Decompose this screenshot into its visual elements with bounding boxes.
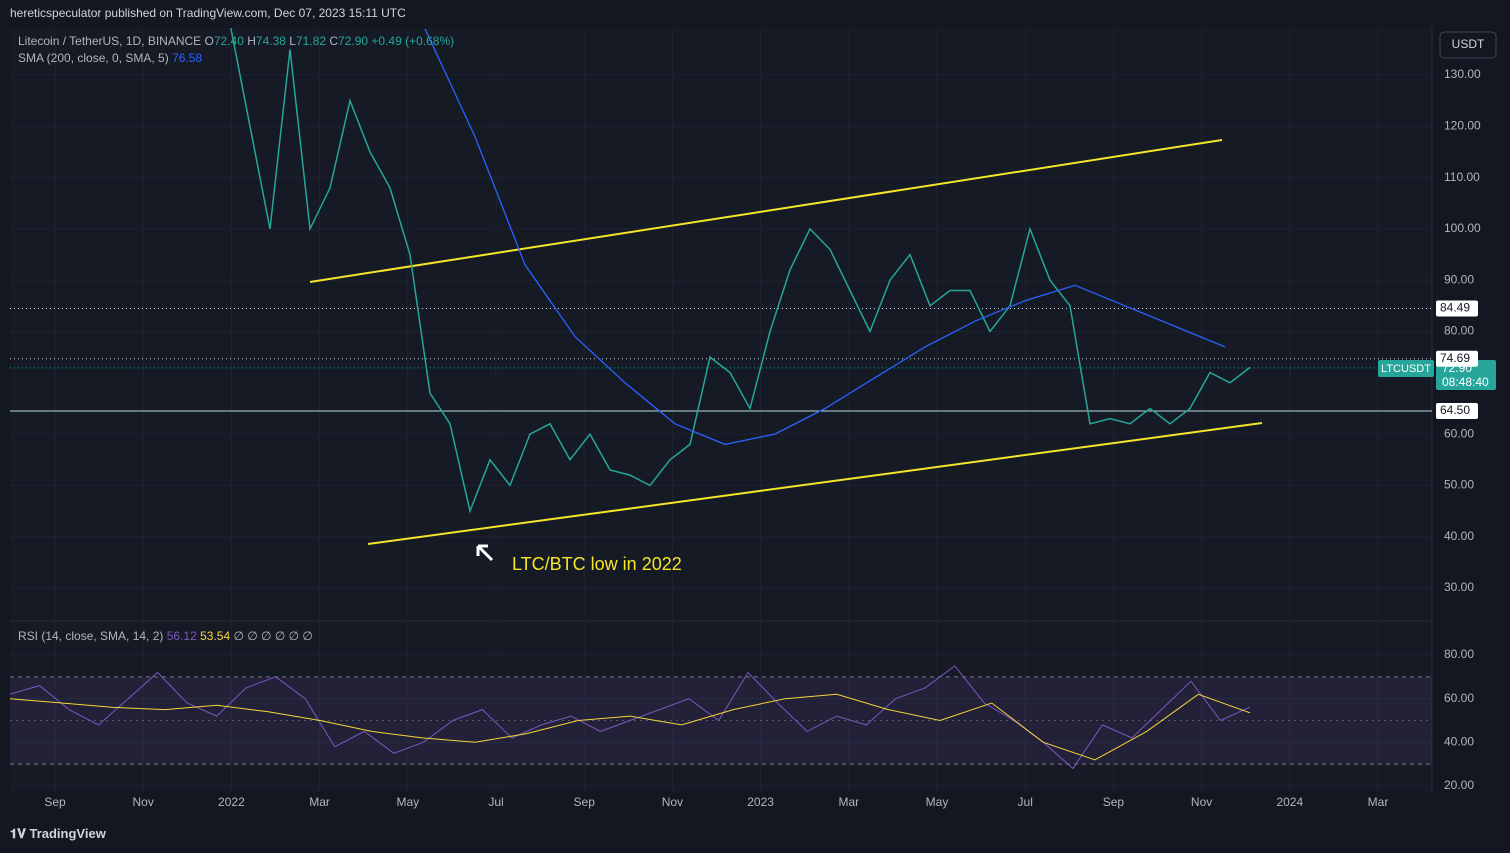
publisher: hereticspeculator published on TradingVi… [10, 6, 406, 20]
grid [10, 28, 1432, 792]
o: 72.40 [214, 34, 244, 48]
x-tick-label: Sep [44, 795, 66, 809]
x-tick-label: Mar [1368, 795, 1389, 809]
y-tick-label: 60.00 [1444, 426, 1474, 440]
x-tick-label: Jul [488, 795, 503, 809]
y-tick-label: 30.00 [1444, 580, 1474, 594]
level-tag-label: 84.49 [1440, 301, 1470, 315]
level-tag [1436, 300, 1478, 317]
sma-value: 76.58 [172, 51, 202, 65]
y-tick-label: 120.00 [1444, 118, 1481, 132]
x-tick-label: Nov [1191, 795, 1212, 809]
rsi-extras: ∅ ∅ ∅ ∅ ∅ ∅ [233, 629, 312, 643]
rsi-ma-line [10, 693, 1251, 761]
overlay: LTC/BTC low in 2022 Litecoin / TetherUS,… [10, 31, 1497, 841]
sma-line [424, 28, 1226, 446]
channel-top [309, 139, 1223, 283]
x-tick-label: 2024 [1276, 795, 1303, 809]
o-label: O [205, 34, 214, 48]
rsi-tick-label: 80.00 [1444, 647, 1474, 661]
x-tick-label: Mar [838, 795, 859, 809]
logo: 𝟏𝐕 [10, 826, 29, 841]
rsi-ma-value: 53.54 [200, 629, 230, 643]
currency-button[interactable] [1439, 31, 1497, 59]
y-tick-label: 80.00 [1444, 324, 1474, 338]
y-tick-label: 110.00 [1444, 170, 1480, 184]
footer-text: TradingView [29, 826, 106, 841]
l: 71.82 [296, 34, 326, 48]
legend-symbol: Litecoin / TetherUS, 1D, BINANCE O72.40 … [18, 34, 454, 48]
price-tag [1436, 360, 1496, 390]
x-tick-label: May [926, 795, 949, 809]
symbol: Litecoin / TetherUS, 1D, BINANCE [18, 34, 201, 48]
x-tick-label: 2023 [747, 795, 774, 809]
price-pane [10, 28, 1432, 545]
rsi-band [10, 676, 1432, 765]
channel-bottom [367, 422, 1263, 545]
level-tag-label: 64.50 [1440, 403, 1470, 417]
x-tick-label: Nov [662, 795, 683, 809]
change: +0.49 (+0.68%) [371, 34, 454, 48]
footer: 𝟏𝐕 TradingView [10, 826, 107, 841]
x-tick-label: Mar [309, 795, 330, 809]
price-tag-countdown: 08:48:40 [1442, 375, 1489, 389]
level-tag [1436, 403, 1478, 420]
x-tick-label: Nov [133, 795, 154, 809]
y-tick-label: 100.00 [1444, 221, 1481, 235]
symbol-tag [1378, 360, 1434, 377]
y-tick-label: 40.00 [1444, 529, 1474, 543]
y-tick-label: 90.00 [1444, 272, 1474, 286]
rsi: RSI (14, close, SMA, 14, 2) [18, 629, 163, 643]
rsi-tick-label: 60.00 [1444, 691, 1474, 705]
arrow [476, 544, 494, 562]
rsi-value: 56.12 [167, 629, 197, 643]
rsi-tick-label: 20.00 [1444, 778, 1474, 792]
annotation: LTC/BTC low in 2022 [512, 554, 682, 574]
c: 72.90 [338, 34, 368, 48]
l-label: L [289, 34, 296, 48]
y-tick-label: 130.00 [1444, 67, 1481, 81]
x-tick-label: May [396, 795, 419, 809]
rsi-pane [10, 665, 1432, 770]
rsi-tick-label: 40.00 [1444, 735, 1474, 749]
level-tag [1436, 350, 1478, 367]
c-label: C [329, 34, 338, 48]
x-tick-label: 2022 [218, 795, 245, 809]
legend-rsi: RSI (14, close, SMA, 14, 2) 56.12 53.54 … [18, 629, 313, 643]
h-label: H [247, 34, 256, 48]
price-line [230, 28, 1251, 514]
legend-sma: SMA (200, close, 0, SMA, 5) 76.58 [18, 51, 202, 65]
symbol-tag-label: LTCUSDT [1381, 363, 1431, 375]
plot-area [10, 28, 1432, 792]
y-tick-label: 50.00 [1444, 478, 1474, 492]
sma: SMA (200, close, 0, SMA, 5) [18, 51, 169, 65]
x-tick-label: Sep [574, 795, 596, 809]
level-tag-label: 74.69 [1440, 351, 1470, 365]
x-tick-label: Sep [1103, 795, 1125, 809]
x-tick-label: Jul [1018, 795, 1033, 809]
currency-label[interactable]: USDT [1452, 37, 1485, 51]
h: 74.38 [256, 34, 286, 48]
